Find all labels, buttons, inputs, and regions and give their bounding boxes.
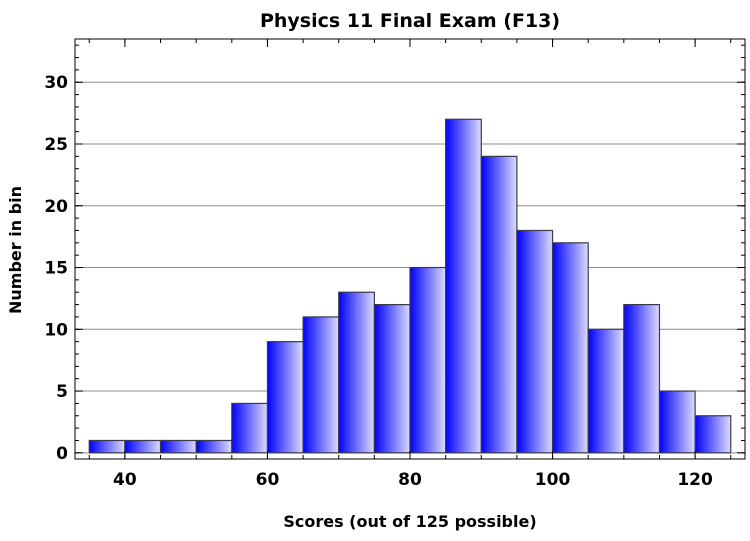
x-tick-label: 60 bbox=[256, 470, 280, 490]
x-tick-label: 80 bbox=[398, 470, 422, 490]
histogram-bar-4 bbox=[231, 402, 269, 454]
y-tick-labels: 0 5 10 15 20 25 30 bbox=[44, 73, 68, 464]
y-tick-label: 5 bbox=[56, 382, 68, 402]
x-tick-label: 100 bbox=[535, 470, 571, 490]
histogram-bar-10 bbox=[445, 118, 482, 454]
chart-title: Physics 11 Final Exam (F13) bbox=[260, 10, 560, 32]
histogram-bar-11 bbox=[480, 155, 518, 454]
y-tick-label: 0 bbox=[56, 444, 68, 464]
histogram-bar-2 bbox=[159, 439, 197, 454]
histogram-bar-1 bbox=[124, 439, 162, 454]
y-tick-label: 20 bbox=[44, 197, 68, 217]
x-axis-label: Scores (out of 125 possible) bbox=[283, 512, 536, 531]
histogram-bar-13 bbox=[551, 242, 589, 454]
histogram-bar-0 bbox=[88, 439, 126, 454]
x-tick-labels: 40 60 80 100 120 bbox=[113, 470, 713, 490]
axis-ticks bbox=[75, 39, 745, 459]
histogram-bar-16 bbox=[658, 390, 696, 454]
histogram-bar-7 bbox=[338, 291, 375, 454]
histogram-bar-12 bbox=[516, 229, 554, 454]
histogram-bar-9 bbox=[409, 266, 447, 454]
y-tick-label: 10 bbox=[44, 320, 68, 340]
histogram-bar-8 bbox=[373, 303, 411, 454]
y-tick-label: 25 bbox=[44, 135, 68, 155]
histogram-bar-6 bbox=[302, 316, 340, 454]
histogram-bar-15 bbox=[623, 303, 661, 454]
histogram-bar-5 bbox=[266, 341, 304, 454]
y-tick-label: 15 bbox=[44, 259, 68, 279]
y-axis-label: Number in bin bbox=[6, 186, 25, 314]
histogram-bar-17 bbox=[694, 415, 732, 454]
histogram-bar-14 bbox=[587, 328, 625, 454]
x-tick-label: 40 bbox=[113, 470, 137, 490]
y-tick-label: 30 bbox=[44, 73, 68, 93]
x-tick-label: 120 bbox=[677, 470, 713, 490]
histogram-bar-3 bbox=[195, 439, 233, 454]
histogram-bars bbox=[88, 118, 732, 454]
